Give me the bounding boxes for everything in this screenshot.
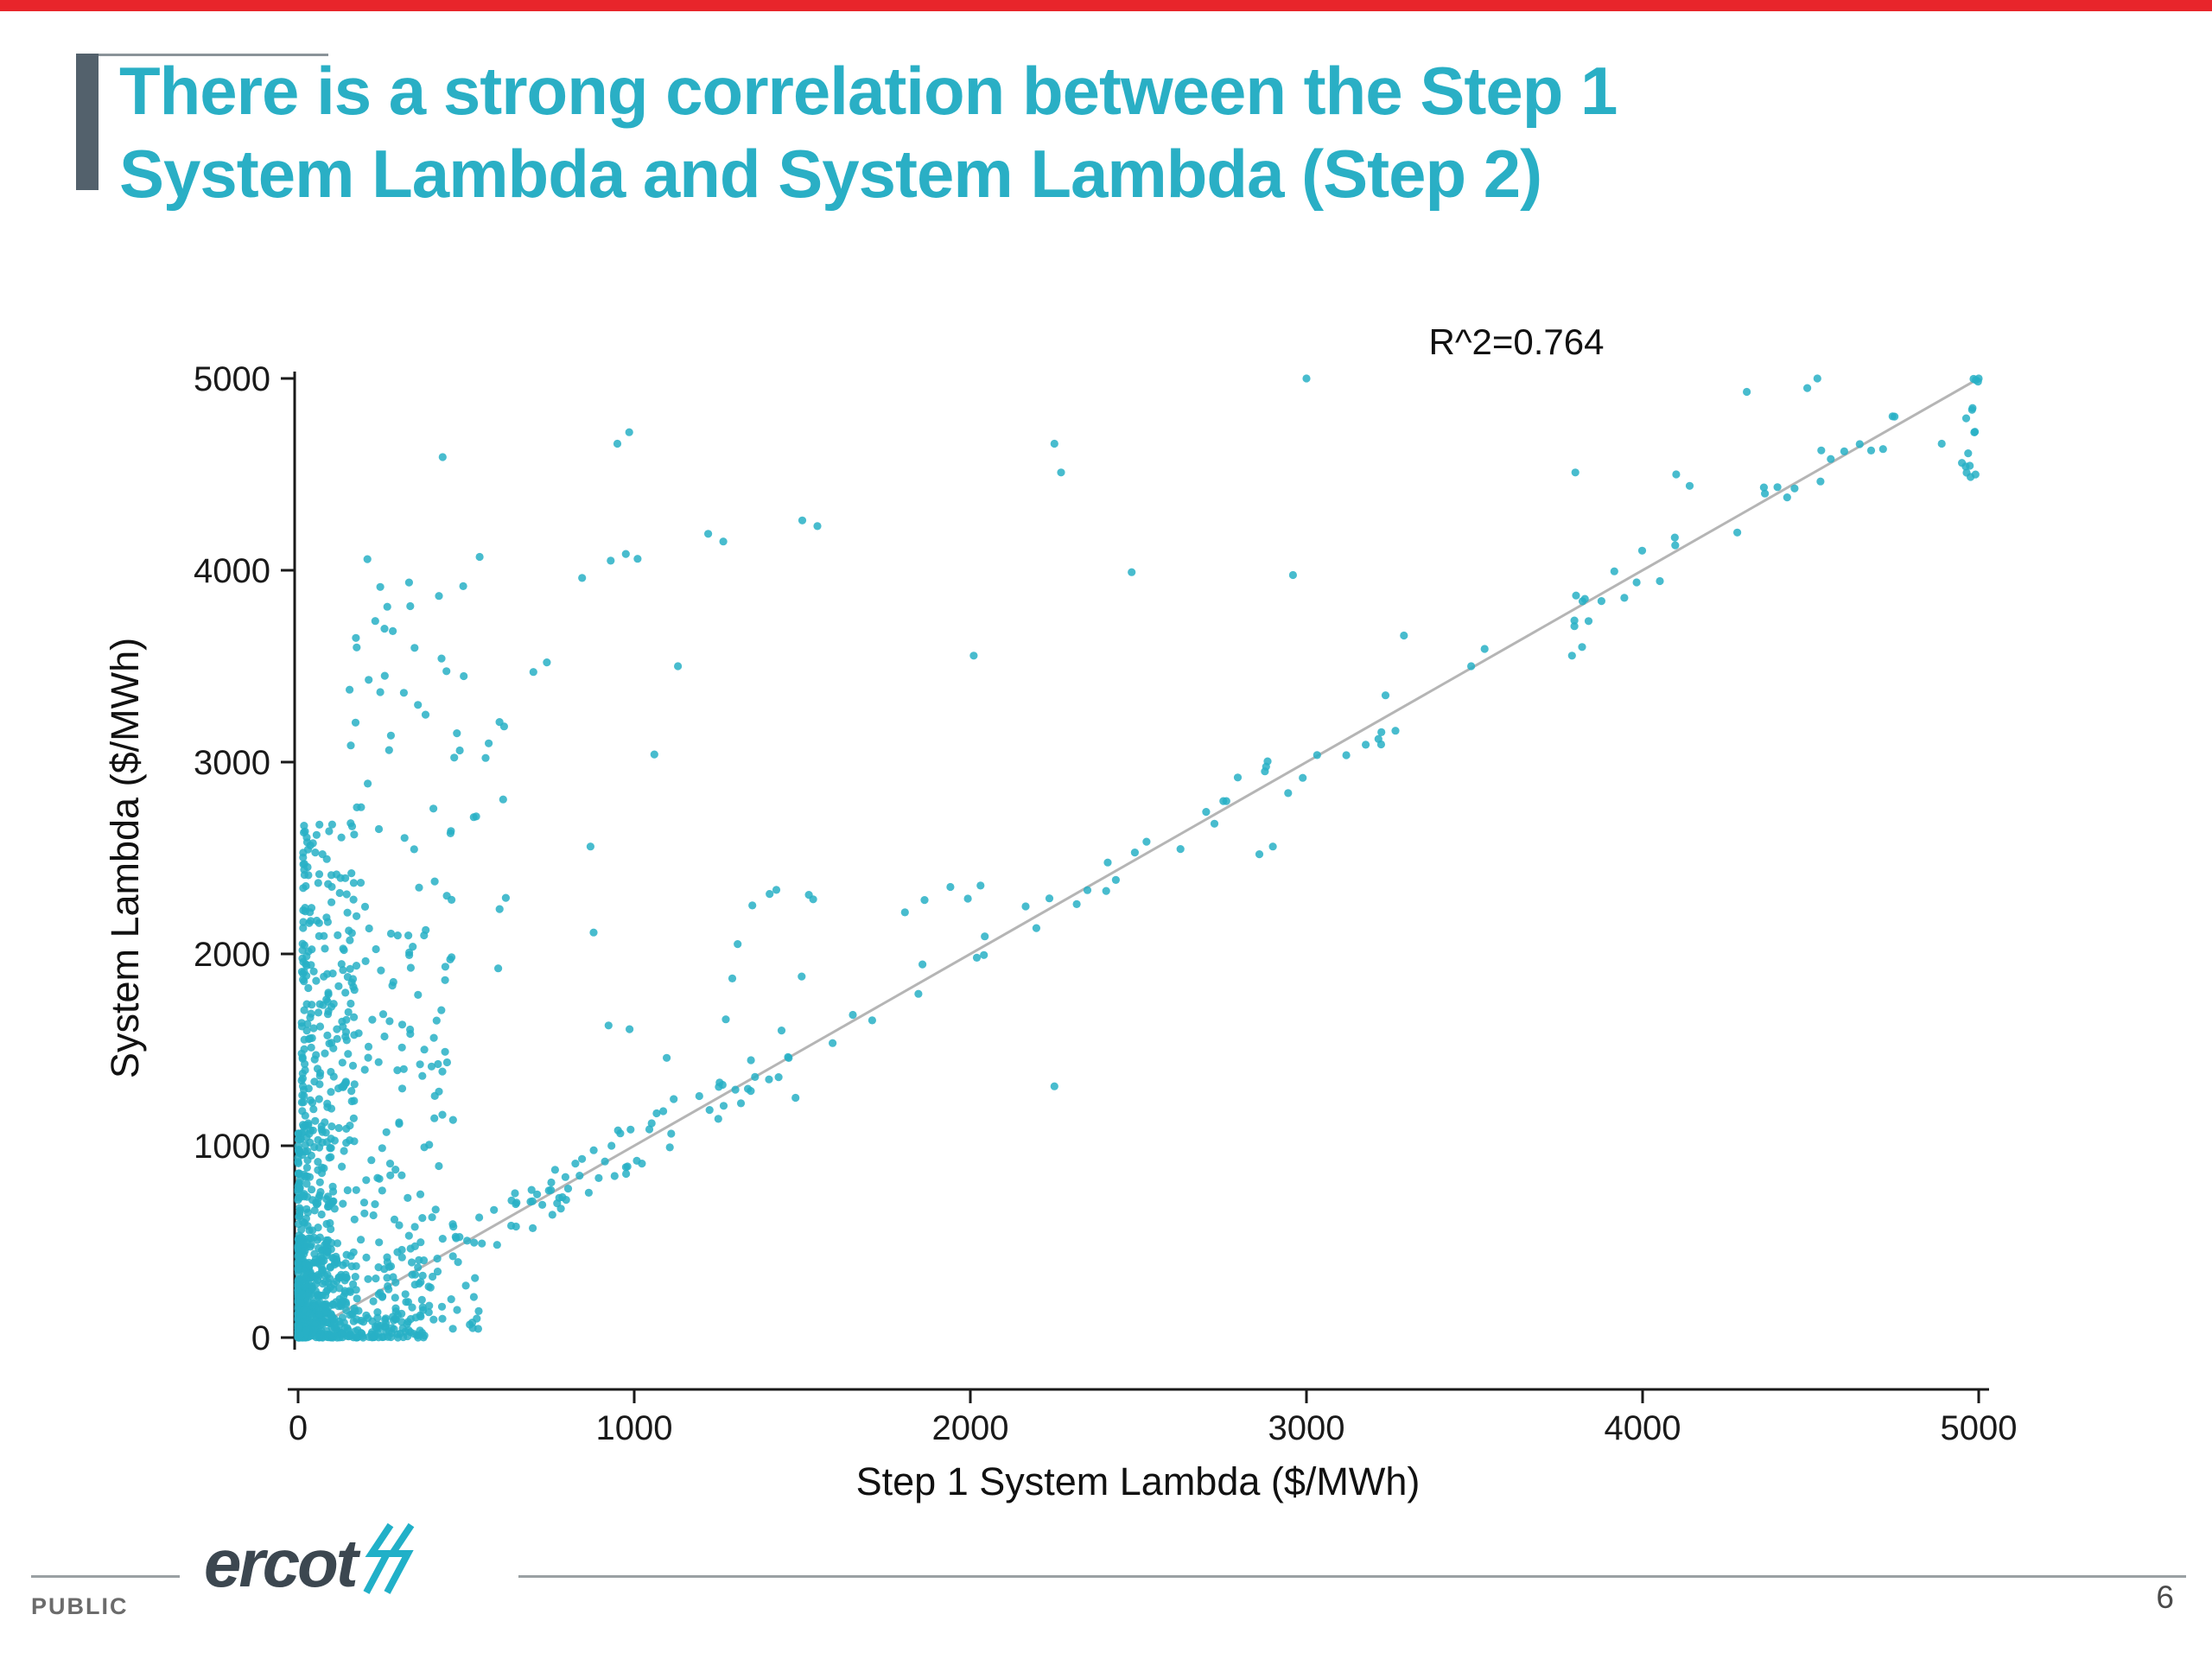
svg-text:4000: 4000	[1605, 1409, 1681, 1447]
svg-text:5000: 5000	[194, 360, 270, 398]
page-title: There is a strong correlation between th…	[119, 50, 2158, 216]
x-axis-label: Step 1 System Lambda ($/MWh)	[856, 1459, 1421, 1503]
title-accent-bar	[76, 54, 99, 190]
r-squared-annotation: R^2=0.764	[1428, 321, 1604, 362]
y-axis-label: System Lambda ($/MWh)	[103, 638, 147, 1078]
svg-text:0: 0	[251, 1319, 270, 1357]
svg-text:5000: 5000	[1941, 1409, 2018, 1447]
footer-line-right	[518, 1575, 2186, 1578]
lightning-bolt-icon	[363, 1522, 415, 1594]
svg-text:0: 0	[289, 1409, 308, 1447]
top-red-bar	[0, 0, 2212, 11]
scatter-chart: 0 1000 2000 3000 4000 5000 0 1000 2000 3000 4000 50…	[103, 321, 2017, 1503]
ercot-logo-text: ercot	[204, 1525, 359, 1601]
svg-text:3000: 3000	[194, 744, 270, 782]
footer-line-left	[31, 1575, 180, 1578]
scatter-points	[294, 374, 1983, 1342]
public-classification-label: PUBLIC	[31, 1593, 129, 1619]
svg-text:4000: 4000	[194, 552, 270, 590]
svg-text:2000: 2000	[194, 936, 270, 974]
ercot-logo: ercot	[204, 1522, 423, 1597]
svg-text:3000: 3000	[1268, 1409, 1345, 1447]
svg-text:2000: 2000	[932, 1409, 1009, 1447]
chart-axes: 0 1000 2000 3000 4000 5000 0 1000 2000 3000 4000 50…	[194, 360, 2017, 1447]
svg-text:1000: 1000	[596, 1409, 673, 1447]
svg-text:1000: 1000	[194, 1128, 270, 1166]
title-line-1: There is a strong correlation between th…	[119, 53, 1618, 129]
page-number: 6	[2156, 1580, 2174, 1615]
title-top-line	[76, 54, 328, 56]
title-line-2: System Lambda and System Lambda (Step 2)	[119, 135, 1542, 212]
